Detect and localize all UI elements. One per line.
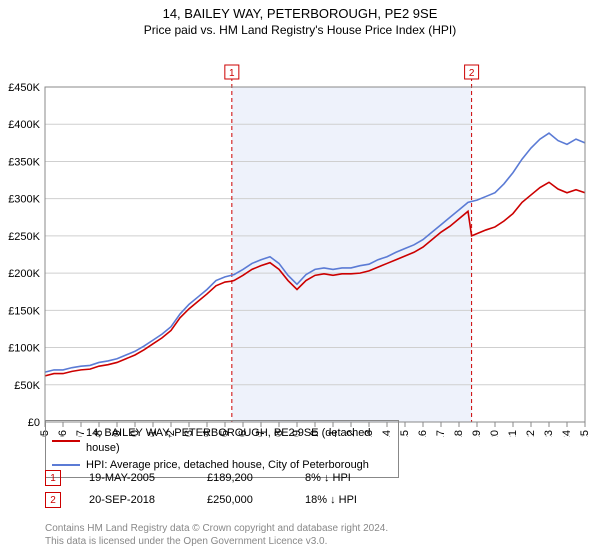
svg-text:£300K: £300K [8, 194, 40, 206]
svg-text:£50K: £50K [14, 380, 40, 392]
svg-text:£450K: £450K [8, 82, 40, 94]
svg-text:2017: 2017 [435, 430, 447, 437]
svg-text:2018: 2018 [453, 430, 465, 437]
svg-text:£350K: £350K [8, 156, 40, 168]
legend-label: 14, BAILEY WAY, PETERBOROUGH, PE2 9SE (d… [86, 426, 392, 456]
svg-text:2020: 2020 [489, 430, 501, 437]
svg-text:2021: 2021 [507, 430, 519, 437]
svg-text:1: 1 [229, 68, 235, 79]
footer-line2: This data is licensed under the Open Gov… [45, 535, 388, 548]
sale-price: £250,000 [207, 494, 277, 506]
legend: 14, BAILEY WAY, PETERBOROUGH, PE2 9SE (d… [45, 420, 399, 478]
sale-date: 20-SEP-2018 [89, 494, 179, 506]
svg-text:2019: 2019 [471, 430, 483, 437]
price-chart: £0 £50K £100K £150K £200K £250K £300K £350K £400… [0, 37, 600, 437]
sale-row: 2 20-SEP-2018 £250,000 18% ↓ HPI [45, 492, 385, 508]
sale-price: £189,200 [207, 472, 277, 484]
sale-delta: 8% ↓ HPI [305, 472, 385, 484]
chart-container: { "title": "14, BAILEY WAY, PETERBOROUGH… [0, 0, 600, 560]
sale-delta: 18% ↓ HPI [305, 494, 385, 506]
svg-text:£400K: £400K [8, 119, 40, 131]
legend-item: 14, BAILEY WAY, PETERBOROUGH, PE2 9SE (d… [52, 426, 392, 456]
svg-text:£100K: £100K [8, 342, 40, 354]
sale-marker: 2 [45, 492, 61, 508]
svg-text:2015: 2015 [399, 430, 411, 437]
svg-text:£200K: £200K [8, 268, 40, 280]
svg-text:£0: £0 [28, 417, 40, 429]
sales-table: 1 19-MAY-2005 £189,200 8% ↓ HPI 2 20-SEP-2018… [45, 470, 385, 514]
legend-swatch [52, 440, 80, 442]
svg-text:2022: 2022 [525, 430, 537, 437]
footer-attribution: Contains HM Land Registry data © Crown c… [45, 522, 388, 548]
svg-text:2: 2 [469, 68, 475, 79]
chart-subtitle: Price paid vs. HM Land Registry's House … [0, 23, 600, 37]
svg-text:2023: 2023 [543, 430, 555, 437]
chart-title: 14, BAILEY WAY, PETERBOROUGH, PE2 9SE [0, 0, 600, 23]
legend-swatch [52, 464, 80, 466]
svg-text:£150K: £150K [8, 305, 40, 317]
svg-text:2016: 2016 [417, 430, 429, 437]
sale-marker: 1 [45, 470, 61, 486]
sale-date: 19-MAY-2005 [89, 472, 179, 484]
svg-text:2025: 2025 [579, 430, 591, 437]
footer-line1: Contains HM Land Registry data © Crown c… [45, 522, 388, 535]
svg-text:£250K: £250K [8, 231, 40, 243]
sale-row: 1 19-MAY-2005 £189,200 8% ↓ HPI [45, 470, 385, 486]
svg-text:2024: 2024 [561, 430, 573, 437]
